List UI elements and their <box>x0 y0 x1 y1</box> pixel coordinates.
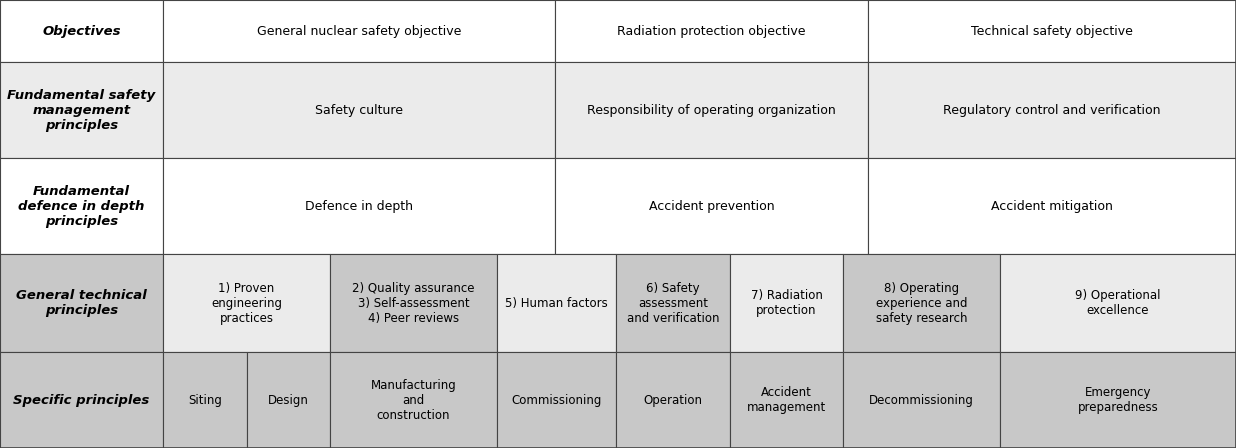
Text: General nuclear safety objective: General nuclear safety objective <box>257 25 461 38</box>
Bar <box>555 0 868 62</box>
Bar <box>868 0 1236 62</box>
Bar <box>730 352 843 448</box>
Text: 6) Safety
assessment
and verification: 6) Safety assessment and verification <box>627 281 719 324</box>
Bar <box>0 158 163 254</box>
Text: Regulatory control and verification: Regulatory control and verification <box>943 103 1161 116</box>
Text: 9) Operational
excellence: 9) Operational excellence <box>1075 289 1161 317</box>
Bar <box>843 352 1000 448</box>
Bar <box>616 254 730 352</box>
Bar <box>163 352 247 448</box>
Bar <box>868 62 1236 158</box>
Text: General technical
principles: General technical principles <box>16 289 147 317</box>
Text: Emergency
preparedness: Emergency preparedness <box>1078 386 1158 414</box>
Text: Operation: Operation <box>644 393 702 406</box>
Text: Design: Design <box>268 393 309 406</box>
Bar <box>843 254 1000 352</box>
Bar <box>247 352 330 448</box>
Text: 8) Operating
experience and
safety research: 8) Operating experience and safety resea… <box>876 281 968 324</box>
Text: Accident prevention: Accident prevention <box>649 199 774 212</box>
Text: Objectives: Objectives <box>42 25 121 38</box>
Text: Decommissioning: Decommissioning <box>869 393 974 406</box>
Bar <box>330 254 497 352</box>
Text: 1) Proven
engineering
practices: 1) Proven engineering practices <box>211 281 282 324</box>
Bar <box>868 158 1236 254</box>
Bar <box>0 254 163 352</box>
Text: Radiation protection objective: Radiation protection objective <box>617 25 806 38</box>
Bar <box>163 62 555 158</box>
Text: Defence in depth: Defence in depth <box>305 199 413 212</box>
Bar <box>555 158 868 254</box>
Bar <box>163 0 555 62</box>
Bar <box>497 352 616 448</box>
Text: Accident
management: Accident management <box>747 386 826 414</box>
Text: Fundamental
defence in depth
principles: Fundamental defence in depth principles <box>19 185 145 228</box>
Bar <box>0 0 163 62</box>
Bar <box>330 352 497 448</box>
Text: Accident mitigation: Accident mitigation <box>991 199 1112 212</box>
Bar <box>730 254 843 352</box>
Bar <box>0 62 163 158</box>
Bar <box>163 158 555 254</box>
Text: Commissioning: Commissioning <box>512 393 602 406</box>
Bar <box>163 254 330 352</box>
Bar <box>1000 352 1236 448</box>
Text: 2) Quality assurance
3) Self-assessment
4) Peer reviews: 2) Quality assurance 3) Self-assessment … <box>352 281 475 324</box>
Bar <box>0 352 163 448</box>
Text: Fundamental safety
management
principles: Fundamental safety management principles <box>7 89 156 132</box>
Text: Manufacturing
and
construction: Manufacturing and construction <box>371 379 456 422</box>
Text: Specific principles: Specific principles <box>14 393 150 406</box>
Bar <box>555 62 868 158</box>
Bar <box>497 254 616 352</box>
Bar <box>1000 254 1236 352</box>
Text: 7) Radiation
protection: 7) Radiation protection <box>750 289 822 317</box>
Text: 5) Human factors: 5) Human factors <box>506 297 608 310</box>
Text: Responsibility of operating organization: Responsibility of operating organization <box>587 103 836 116</box>
Text: Siting: Siting <box>188 393 222 406</box>
Text: Technical safety objective: Technical safety objective <box>971 25 1133 38</box>
Bar <box>616 352 730 448</box>
Text: Safety culture: Safety culture <box>315 103 403 116</box>
